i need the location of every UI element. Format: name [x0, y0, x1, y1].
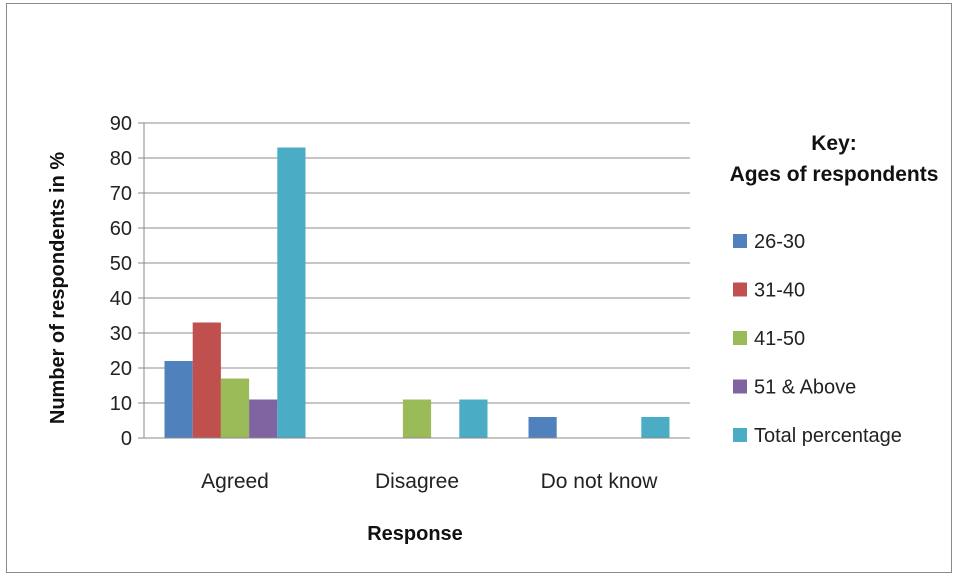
y-tick-label: 80: [110, 148, 132, 170]
bar-51-above-agreed: [249, 400, 277, 439]
category-labels: Agreed Disagree Do not know: [201, 470, 658, 493]
y-axis-title: Number of respondents in %: [47, 152, 69, 424]
legend-swatch: [733, 283, 747, 297]
bar-total-percentage-disagree: [459, 400, 487, 439]
bar-26-30-do-not-know: [529, 417, 557, 438]
legend-label: 41-50: [754, 328, 805, 350]
y-tick-label: 60: [110, 218, 132, 240]
bar-41-50-agreed: [221, 379, 249, 439]
y-tick-label: 0: [121, 428, 132, 450]
legend: 26-30 31-40 41-50 51 & Above Total percentag…: [733, 231, 902, 447]
y-tick-label: 90: [110, 113, 132, 135]
x-category-label: Agreed: [201, 470, 269, 493]
legend-swatch: [733, 234, 747, 248]
bar-41-50-disagree: [403, 400, 431, 439]
legend-label: 51 & Above: [754, 377, 856, 399]
bar-total-percentage-do-not-know: [641, 417, 669, 438]
legend-swatch: [733, 380, 747, 394]
legend-title-ages: Ages of respondents: [730, 163, 939, 186]
y-tick-label: 20: [110, 358, 132, 380]
y-tick-label: 30: [110, 323, 132, 345]
y-tick-label: 40: [110, 288, 132, 310]
x-axis-title: Response: [367, 523, 463, 545]
legend-label: Total percentage: [754, 425, 902, 447]
legend-swatch: [733, 428, 747, 442]
bar-31-40-agreed: [193, 323, 221, 439]
y-tick-labels: 0 10 20 30 40 50 60 70 80 90: [110, 113, 132, 450]
y-tick-label: 70: [110, 183, 132, 205]
x-category-label: Do not know: [541, 470, 659, 493]
bar-26-30-agreed: [165, 361, 193, 438]
y-tick-label: 10: [110, 393, 132, 415]
bar-total-percentage-agreed: [277, 148, 305, 439]
x-category-label: Disagree: [375, 470, 459, 493]
bars: [165, 148, 670, 439]
legend-label: 26-30: [754, 231, 805, 253]
legend-label: 31-40: [754, 280, 805, 302]
legend-title-key: Key:: [811, 132, 857, 155]
legend-swatch: [733, 331, 747, 345]
y-tick-label: 50: [110, 253, 132, 275]
